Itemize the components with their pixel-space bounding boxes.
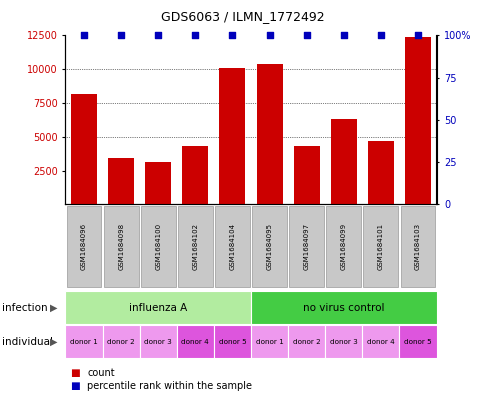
Point — [191, 32, 199, 39]
Text: donor 3: donor 3 — [329, 338, 357, 345]
Text: GSM1684099: GSM1684099 — [340, 223, 346, 270]
Text: count: count — [87, 367, 115, 378]
Bar — [288, 206, 323, 287]
Text: ▶: ▶ — [49, 336, 57, 347]
Text: individual: individual — [2, 336, 53, 347]
Bar — [140, 206, 175, 287]
Bar — [182, 146, 208, 204]
Text: donor 4: donor 4 — [366, 338, 394, 345]
Bar — [145, 162, 171, 204]
Bar — [213, 325, 251, 358]
Bar — [65, 291, 251, 324]
Text: GSM1684101: GSM1684101 — [377, 223, 383, 270]
Point — [80, 32, 88, 39]
Text: percentile rank within the sample: percentile rank within the sample — [87, 381, 252, 391]
Point — [376, 32, 384, 39]
Text: GSM1684103: GSM1684103 — [414, 223, 420, 270]
Text: GSM1684097: GSM1684097 — [303, 223, 309, 270]
Bar — [287, 325, 325, 358]
Bar — [176, 325, 213, 358]
Text: donor 4: donor 4 — [181, 338, 209, 345]
Bar — [363, 206, 397, 287]
Text: ■: ■ — [70, 367, 80, 378]
Point — [154, 32, 162, 39]
Bar — [139, 325, 176, 358]
Bar — [214, 206, 249, 287]
Bar — [252, 206, 287, 287]
Point — [117, 32, 125, 39]
Bar — [178, 206, 212, 287]
Point — [265, 32, 273, 39]
Bar — [66, 206, 101, 287]
Text: GSM1684104: GSM1684104 — [229, 223, 235, 270]
Text: GDS6063 / ILMN_1772492: GDS6063 / ILMN_1772492 — [160, 10, 324, 23]
Point — [228, 32, 236, 39]
Text: influenza A: influenza A — [129, 303, 187, 312]
Point — [339, 32, 347, 39]
Text: GSM1684102: GSM1684102 — [192, 223, 198, 270]
Bar — [367, 141, 393, 204]
Bar — [251, 325, 287, 358]
Text: donor 1: donor 1 — [255, 338, 283, 345]
Bar — [293, 146, 319, 204]
Bar — [362, 325, 399, 358]
Text: GSM1684098: GSM1684098 — [118, 223, 124, 270]
Bar — [108, 158, 134, 204]
Text: donor 3: donor 3 — [144, 338, 172, 345]
Bar — [404, 37, 430, 204]
Text: no virus control: no virus control — [302, 303, 384, 312]
Text: donor 1: donor 1 — [70, 338, 98, 345]
Text: infection: infection — [2, 303, 48, 312]
Text: donor 2: donor 2 — [107, 338, 135, 345]
Bar — [256, 64, 282, 204]
Bar — [102, 325, 139, 358]
Bar — [324, 325, 362, 358]
Text: ▶: ▶ — [49, 303, 57, 312]
Bar — [326, 206, 361, 287]
Text: GSM1684100: GSM1684100 — [155, 223, 161, 270]
Bar — [400, 206, 435, 287]
Bar — [219, 68, 245, 204]
Bar — [251, 291, 436, 324]
Text: donor 5: donor 5 — [403, 338, 431, 345]
Text: donor 2: donor 2 — [292, 338, 320, 345]
Point — [413, 32, 421, 39]
Text: GSM1684096: GSM1684096 — [81, 223, 87, 270]
Bar — [65, 325, 102, 358]
Text: donor 5: donor 5 — [218, 338, 246, 345]
Bar — [104, 206, 138, 287]
Text: ■: ■ — [70, 381, 80, 391]
Bar — [399, 325, 436, 358]
Bar — [71, 94, 97, 204]
Text: GSM1684095: GSM1684095 — [266, 223, 272, 270]
Bar — [330, 119, 356, 204]
Point — [302, 32, 310, 39]
